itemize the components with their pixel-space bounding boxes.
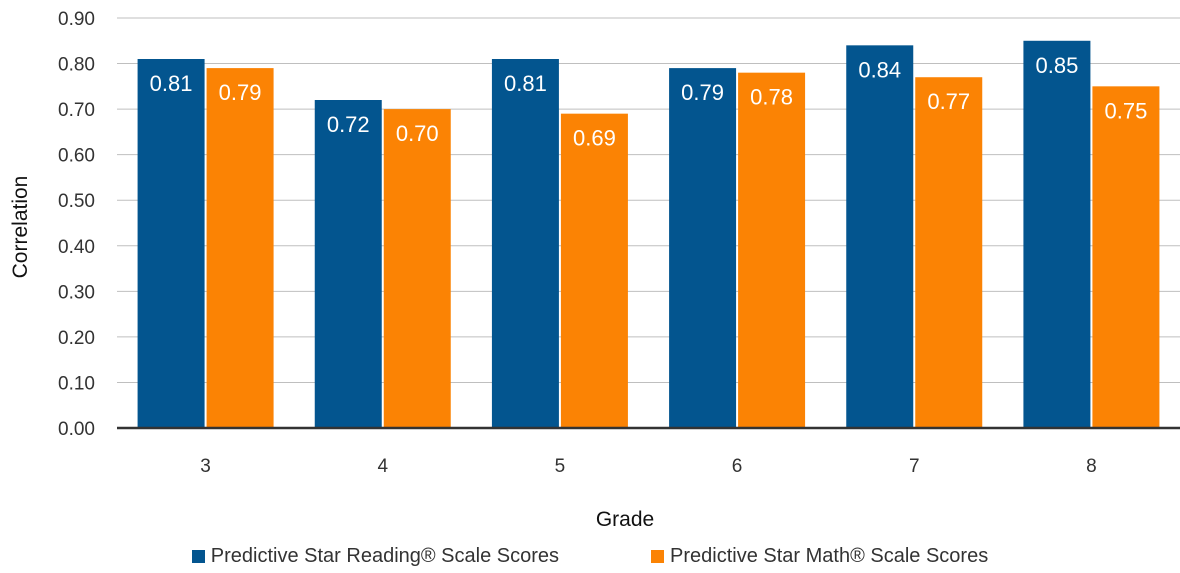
y-tick-label: 0.10: [58, 373, 95, 394]
bar-reading: [137, 59, 205, 428]
y-tick-label: 0.20: [58, 328, 95, 349]
y-tick-label: 0.00: [58, 419, 95, 440]
bar-math: [1092, 86, 1160, 428]
gridlines: [117, 17, 1180, 383]
bar-math: [383, 109, 451, 428]
legend-label-reading: Predictive Star Reading® Scale Scores: [210, 545, 560, 567]
x-tick-label: 3: [200, 456, 211, 477]
y-tick-label: 0.90: [58, 9, 95, 30]
data-label-reading: 0.81: [150, 71, 193, 96]
data-label-math: 0.69: [573, 126, 616, 151]
bar-reading: [491, 59, 559, 428]
y-tick-label: 0.40: [58, 237, 95, 258]
data-labels: 0.81 0.79 0.72 0.70 0.81 0.69 0.79 0.78 0.84 0.77…: [150, 53, 1148, 151]
data-label-math: 0.77: [927, 89, 970, 114]
x-tick-label: 8: [1086, 456, 1097, 477]
data-label-reading: 0.84: [858, 57, 901, 82]
bar-reading: [669, 68, 737, 428]
x-tick-label: 6: [732, 456, 743, 477]
bar-chart: 0.00 0.10 0.20 0.30 0.40 0.50 0.60 0.70 0.80 0.90…: [9, 9, 1180, 531]
data-label-reading: 0.81: [504, 71, 547, 96]
data-label-reading: 0.85: [1036, 53, 1079, 78]
x-tick-label: 4: [377, 456, 388, 477]
data-label-math: 0.75: [1105, 98, 1148, 123]
x-tick-label: 7: [909, 456, 920, 477]
bars: [137, 40, 1160, 429]
bar-math: [560, 113, 628, 429]
legend-label-math: Predictive Star Math® Scale Scores: [670, 545, 989, 567]
legend: Predictive Star Reading® Scale Scores Pr…: [0, 545, 1180, 568]
data-label-math: 0.78: [750, 85, 793, 110]
legend-swatch-reading: [191, 550, 205, 563]
bar-math: [206, 68, 274, 428]
data-label-reading: 0.72: [327, 112, 370, 137]
y-tick-label: 0.70: [58, 100, 95, 121]
y-tick-label: 0.50: [58, 191, 95, 212]
legend-item-math: Predictive Star Math® Scale Scores: [651, 545, 988, 568]
bar-math: [738, 72, 806, 429]
y-axis-title: Correlation: [9, 176, 32, 279]
legend-swatch-math: [651, 550, 665, 563]
bar-reading: [846, 45, 914, 428]
y-tick-label: 0.60: [58, 146, 95, 167]
bar-math: [915, 77, 983, 428]
legend-item-reading: Predictive Star Reading® Scale Scores: [191, 545, 560, 568]
y-tick-label: 0.80: [58, 55, 95, 76]
data-label-math: 0.79: [219, 80, 262, 105]
y-axis-ticks: 0.00 0.10 0.20 0.30 0.40 0.50 0.60 0.70 0.80 0.90: [58, 9, 95, 440]
x-tick-label: 5: [555, 456, 566, 477]
data-label-math: 0.70: [396, 121, 439, 146]
bar-reading: [314, 100, 382, 428]
data-label-reading: 0.79: [681, 80, 724, 105]
bar-reading: [1023, 40, 1091, 429]
x-axis-ticks: 3 4 5 6 7 8: [200, 456, 1096, 477]
y-tick-label: 0.30: [58, 282, 95, 303]
x-axis-title: Grade: [596, 508, 654, 531]
